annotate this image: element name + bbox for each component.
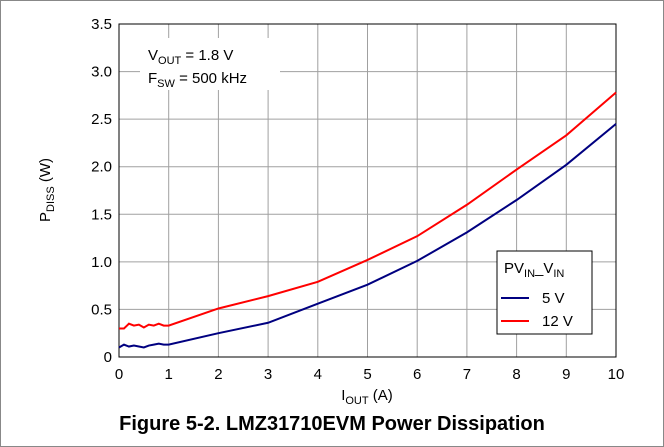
legend-title-part: _V	[534, 260, 553, 277]
plot-border	[118, 23, 617, 358]
y-tick-label: 2.0	[91, 159, 112, 176]
annotation-part: = 500 kHz	[175, 70, 247, 87]
y-tick-label: 3.0	[91, 64, 112, 81]
y-tick-label: 0.5	[91, 301, 112, 318]
legend-label: 5 V	[542, 290, 565, 307]
y-tick-label: 2.5	[91, 111, 112, 128]
series-line	[119, 91, 617, 330]
x-axis-label: IOUT (A)	[341, 387, 393, 407]
annotation-part: OUT	[158, 55, 182, 67]
annotation-part: SW	[157, 78, 175, 90]
y-tick-label: 1.0	[91, 254, 112, 271]
annotation-part: F	[148, 70, 157, 87]
x-tick-label: 6	[413, 366, 421, 383]
x-tick-label: 2	[214, 366, 222, 383]
y-axis-label: PDISS (W)	[37, 158, 57, 222]
x-tick-label: 0	[115, 366, 123, 383]
annotation-part: V	[148, 47, 158, 64]
legend-title: PVIN_VIN	[504, 260, 564, 280]
series-line	[118, 123, 617, 349]
y-tick-label: 0	[104, 349, 112, 366]
annotation-box	[140, 38, 280, 90]
x-tick-label: 4	[314, 366, 322, 383]
legend-title-part: IN	[524, 268, 535, 280]
x-tick-label: 8	[512, 366, 520, 383]
x-tick-label: 10	[608, 366, 625, 383]
x-tick-label: 5	[363, 366, 371, 383]
x-tick-label: 9	[562, 366, 570, 383]
x-tick-label: 3	[264, 366, 272, 383]
y-tick-label: 1.5	[91, 206, 112, 223]
y-tick-label: 3.5	[91, 16, 112, 33]
legend-title-part: IN	[553, 268, 564, 280]
annotation-part: = 1.8 V	[181, 47, 233, 64]
annotation: VOUT = 1.8 V	[148, 47, 233, 67]
annotation: FSW = 500 kHz	[148, 70, 247, 90]
legend-title-part: PV	[504, 260, 524, 277]
caption: Figure 5-2. LMZ31710EVM Power Dissipatio…	[119, 413, 545, 435]
x-tick-label: 1	[165, 366, 173, 383]
x-tick-label: 7	[463, 366, 471, 383]
legend-label: 12 V	[542, 313, 573, 330]
